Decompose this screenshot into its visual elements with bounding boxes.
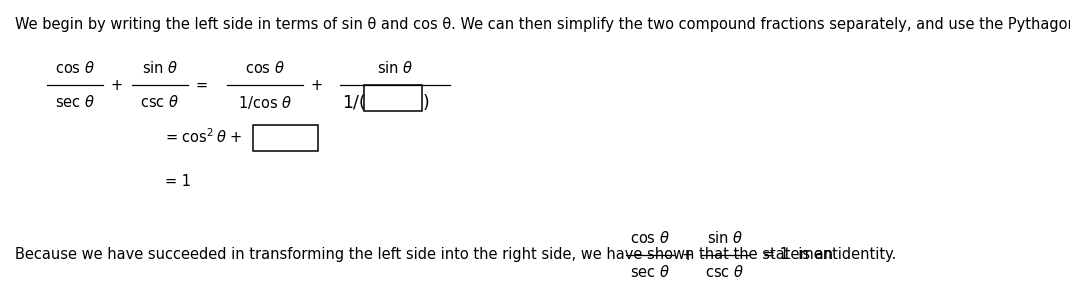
Text: = cos$^2\,\theta$ +: = cos$^2\,\theta$ + [165,128,242,146]
Text: sec $\theta$: sec $\theta$ [630,264,670,280]
Text: csc $\theta$: csc $\theta$ [705,264,745,280]
Text: =: = [196,78,208,93]
Bar [364,85,422,111]
Text: cos $\theta$: cos $\theta$ [245,60,285,76]
Text: ): ) [423,94,430,112]
Bar [253,125,318,151]
Text: cos $\theta$: cos $\theta$ [630,230,670,246]
Text: +: + [311,78,323,93]
Text: +: + [111,78,123,93]
Text: 1/cos $\theta$: 1/cos $\theta$ [238,94,292,111]
Text: Because we have succeeded in transforming the left side into the right side, we : Because we have succeeded in transformin… [15,247,838,262]
Text: cos $\theta$: cos $\theta$ [55,60,95,76]
Text: csc $\theta$: csc $\theta$ [140,94,180,110]
Text: = 1: = 1 [165,174,192,190]
Text: sin $\theta$: sin $\theta$ [377,60,413,76]
Text: We begin by writing the left side in terms of sin θ and cos θ. We can then simpl: We begin by writing the left side in ter… [15,17,1070,32]
Text: sin $\theta$: sin $\theta$ [142,60,178,76]
Text: sin $\theta$: sin $\theta$ [707,230,744,246]
Text: = 1  is an identity.: = 1 is an identity. [763,247,897,262]
Text: 1/(: 1/( [342,94,366,112]
Text: sec $\theta$: sec $\theta$ [55,94,95,110]
Text: +: + [682,247,694,262]
